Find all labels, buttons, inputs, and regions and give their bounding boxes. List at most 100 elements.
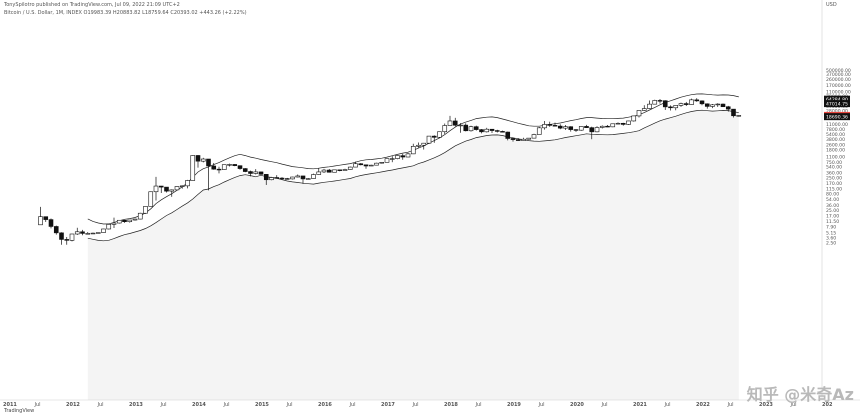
- candle-body: [353, 163, 358, 168]
- candle-body: [305, 178, 311, 180]
- candle-body: [269, 177, 274, 181]
- time-axis-tick: Jul: [97, 402, 104, 408]
- time-axis-tick: Jul: [412, 402, 419, 408]
- candle-body: [563, 126, 568, 129]
- price-label-box: [824, 113, 850, 121]
- watermark: 知乎 @米奇Az: [746, 385, 854, 404]
- candle-body: [38, 216, 43, 226]
- candle-body: [689, 99, 694, 105]
- candle-body: [605, 125, 610, 128]
- candle-body: [164, 186, 169, 192]
- candle-body: [594, 127, 600, 133]
- time-axis-tick: Jul: [223, 402, 230, 408]
- channel-fill: [87, 110, 739, 400]
- candle-body: [652, 100, 658, 105]
- candle-body: [363, 164, 369, 167]
- time-axis-tick: 202: [822, 402, 833, 408]
- candle-body: [253, 171, 259, 174]
- candle-body: [447, 120, 453, 126]
- candle-body: [384, 158, 390, 163]
- candle-body: [169, 189, 175, 192]
- time-axis-tick: 2022: [696, 402, 710, 408]
- candle-body: [116, 219, 122, 224]
- candle-body: [458, 124, 463, 127]
- candle-body: [463, 124, 469, 132]
- candle-body: [237, 165, 243, 169]
- candle-body: [400, 155, 406, 158]
- time-axis-tick: Jul: [475, 402, 482, 408]
- time-axis-tick: 2011: [3, 402, 17, 408]
- candle-body: [216, 168, 222, 171]
- time-axis-tick: Jul: [727, 402, 734, 408]
- price-axis-tick: 5400.00: [826, 132, 845, 138]
- candle-body: [641, 108, 647, 111]
- candle-body: [358, 163, 364, 166]
- candle-body: [494, 130, 500, 132]
- candle-body: [725, 106, 731, 110]
- candle-body: [489, 128, 495, 131]
- candle-body: [500, 131, 505, 133]
- price-axis-tick: 36.00: [826, 203, 839, 209]
- time-axis-tick: 2019: [507, 402, 521, 408]
- price-axis-tick: 11000.00: [826, 122, 848, 128]
- candle-body: [710, 104, 715, 107]
- candle-body: [662, 100, 668, 108]
- price-axis-tick: 540.00: [826, 165, 842, 171]
- candle-body: [416, 144, 421, 147]
- publisher-line: TonySpilotro published on TradingView.co…: [4, 2, 180, 8]
- symbol-ohlc-line: Bitcoin / U.S. Dollar, 1M, INDEX O19983.…: [4, 10, 247, 16]
- candle-body: [631, 115, 637, 122]
- candle-body: [484, 128, 490, 133]
- price-label-box: [824, 95, 850, 103]
- candle-body: [153, 185, 159, 193]
- candle-body: [647, 103, 652, 109]
- price-axis-tick: 500000.00: [826, 68, 851, 74]
- candle-body: [521, 138, 526, 141]
- candle-body: [200, 158, 206, 162]
- candle-body: [542, 124, 547, 129]
- time-axis-tick: 2016: [318, 402, 332, 408]
- time-axis-tick: 2017: [381, 402, 395, 408]
- price-label-text: 18690.36: [826, 114, 848, 120]
- candle-body: [195, 155, 201, 162]
- candle-body: [715, 103, 721, 106]
- candle-body: [573, 129, 579, 131]
- candle-body: [531, 134, 537, 139]
- time-axis-tick: 2013: [129, 402, 143, 408]
- price-label-box: [824, 100, 850, 108]
- candle-body: [185, 180, 190, 187]
- candle-body: [64, 239, 70, 241]
- candle-body: [368, 164, 374, 167]
- candle-body: [232, 164, 238, 166]
- candle-body: [53, 226, 59, 234]
- candle-body: [248, 171, 253, 174]
- time-axis-tick: Jul: [286, 402, 293, 408]
- candle-body: [347, 166, 353, 170]
- price-label-text: 64284.80: [826, 97, 848, 103]
- candle-body: [342, 169, 348, 171]
- candle-body: [179, 185, 185, 187]
- time-axis-tick: 2023: [759, 402, 773, 408]
- candle-body: [227, 164, 232, 166]
- candle-body: [311, 174, 316, 179]
- candle-body: [720, 103, 726, 108]
- channel-lower-line: [87, 109, 739, 242]
- candle-body: [158, 185, 164, 188]
- price-axis-tick: 170.00: [826, 181, 842, 187]
- candle-body: [374, 162, 379, 166]
- candle-body: [395, 155, 400, 159]
- candle-body: [300, 175, 306, 180]
- candle-body: [704, 103, 710, 107]
- candle-body: [505, 131, 511, 139]
- price-axis-tick: 5.15: [826, 231, 836, 237]
- time-axis-tick: Jul: [538, 402, 545, 408]
- candle-body: [515, 139, 521, 141]
- candle-body: [321, 169, 327, 173]
- time-axis-tick: Jul: [601, 402, 608, 408]
- candle-body: [74, 231, 80, 235]
- candle-body: [547, 124, 553, 126]
- time-axis-tick: 2020: [570, 402, 584, 408]
- candle-body: [610, 123, 616, 128]
- candle-body: [90, 232, 96, 235]
